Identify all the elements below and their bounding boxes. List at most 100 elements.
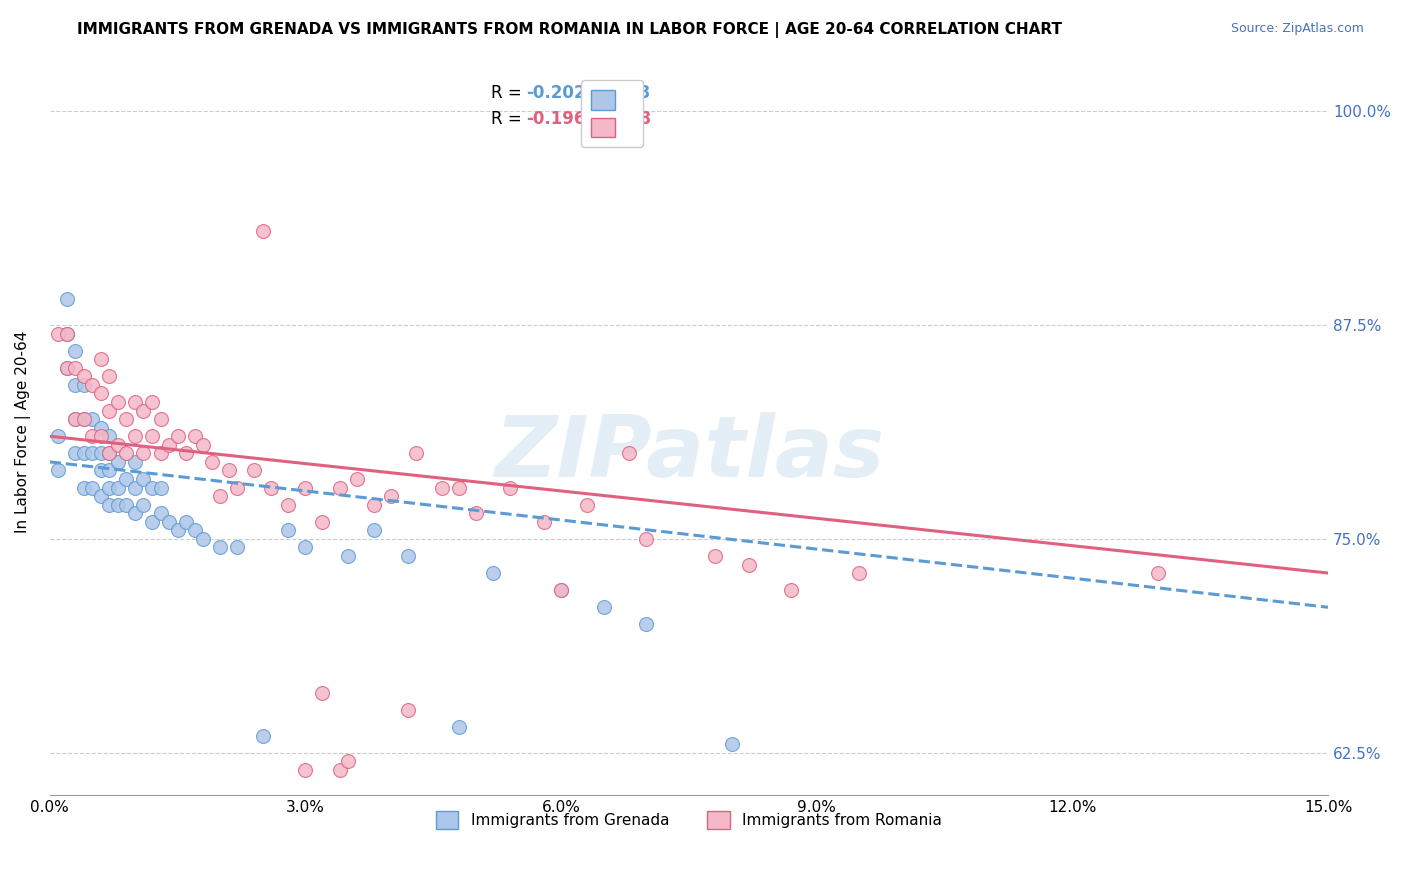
Point [115, 498, 138, 512]
Point [499, 481, 522, 495]
Point [73, 412, 96, 426]
Point [201, 455, 224, 469]
Point [82, 446, 104, 460]
Point [90, 352, 112, 367]
Point [243, 463, 266, 477]
Point [447, 720, 470, 734]
Point [337, 549, 360, 563]
Point [98, 481, 121, 495]
Point [65, 446, 87, 460]
Point [149, 446, 172, 460]
Point [252, 729, 274, 743]
Text: R =: R = [491, 111, 527, 128]
Y-axis label: In Labor Force | Age 20-64: In Labor Force | Age 20-64 [15, 331, 31, 533]
Point [107, 481, 129, 495]
Point [149, 481, 172, 495]
Point [65, 378, 87, 392]
Point [166, 429, 188, 443]
Point [98, 463, 121, 477]
Point [98, 498, 121, 512]
Point [73, 369, 96, 384]
Point [149, 412, 172, 426]
Point [124, 506, 146, 520]
Point [191, 532, 214, 546]
Point [65, 412, 87, 426]
Point [107, 438, 129, 452]
Point [46, 326, 69, 341]
Point [98, 429, 121, 443]
Point [550, 583, 572, 598]
Point [107, 455, 129, 469]
Point [380, 489, 402, 503]
Point [183, 429, 205, 443]
Point [209, 541, 232, 555]
Point [90, 386, 112, 401]
Point [848, 566, 870, 580]
Point [737, 558, 759, 572]
Point [294, 481, 316, 495]
Point [226, 541, 249, 555]
Point [124, 455, 146, 469]
Point [174, 446, 197, 460]
Point [115, 412, 138, 426]
Point [346, 472, 368, 486]
Point [174, 515, 197, 529]
Point [226, 481, 249, 495]
Text: IMMIGRANTS FROM GRENADA VS IMMIGRANTS FROM ROMANIA IN LABOR FORCE | AGE 20-64 CO: IMMIGRANTS FROM GRENADA VS IMMIGRANTS FR… [77, 22, 1063, 38]
Text: Source: ZipAtlas.com: Source: ZipAtlas.com [1230, 22, 1364, 36]
Text: -0.196: -0.196 [527, 111, 586, 128]
Point [115, 446, 138, 460]
Point [619, 446, 641, 460]
Point [141, 515, 163, 529]
Point [65, 412, 87, 426]
Point [82, 378, 104, 392]
Point [132, 472, 155, 486]
Point [533, 856, 555, 871]
Point [107, 395, 129, 409]
Point [124, 395, 146, 409]
Point [328, 763, 350, 777]
Point [1146, 566, 1168, 580]
Point [592, 600, 614, 615]
Point [46, 429, 69, 443]
Point [430, 481, 453, 495]
Point [141, 481, 163, 495]
Point [396, 703, 419, 717]
Text: ZIPatlas: ZIPatlas [494, 412, 884, 495]
Point [56, 326, 79, 341]
Point [550, 583, 572, 598]
Point [98, 369, 121, 384]
Point [363, 498, 385, 512]
Text: N =: N = [583, 84, 631, 103]
Point [141, 429, 163, 443]
Point [311, 686, 333, 700]
Point [73, 446, 96, 460]
Text: 58: 58 [627, 84, 651, 103]
Point [328, 481, 350, 495]
Point [65, 343, 87, 358]
Point [82, 412, 104, 426]
Text: -0.202: -0.202 [527, 84, 586, 103]
Point [56, 326, 79, 341]
Point [98, 446, 121, 460]
Point [82, 481, 104, 495]
Point [90, 489, 112, 503]
Point [98, 446, 121, 460]
Point [252, 224, 274, 238]
Point [124, 481, 146, 495]
Point [405, 446, 427, 460]
Point [132, 498, 155, 512]
Point [56, 360, 79, 375]
Point [464, 506, 486, 520]
Point [124, 429, 146, 443]
Point [294, 541, 316, 555]
Point [703, 549, 725, 563]
Point [115, 472, 138, 486]
Point [73, 481, 96, 495]
Point [482, 566, 505, 580]
Point [277, 498, 299, 512]
Point [82, 429, 104, 443]
Point [218, 463, 240, 477]
Point [132, 403, 155, 417]
Text: N =: N = [583, 111, 631, 128]
